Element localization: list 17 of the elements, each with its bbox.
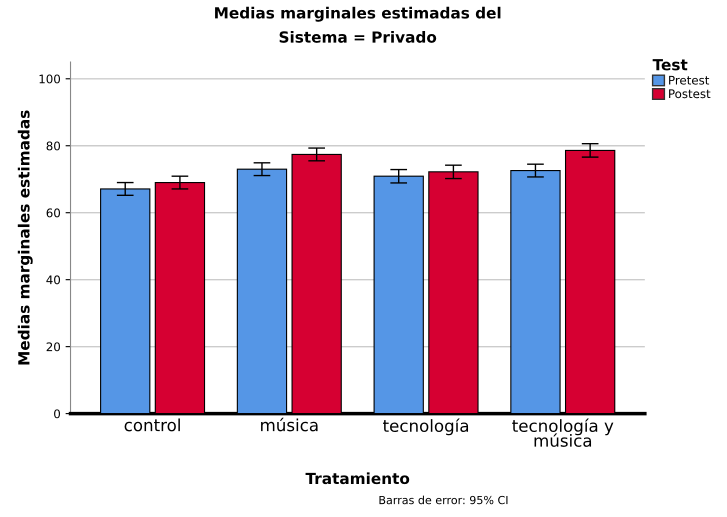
x-tick-label: música [261,418,318,432]
x-tick-label: control [124,418,180,432]
y-tick-label: 20 [46,342,60,352]
y-tick-label: 100 [40,74,60,84]
y-axis-title: Medias marginales estimadas [18,110,33,364]
x-tick-label: tecnología y música [512,418,614,447]
x-axis-title: Tratamiento [306,472,410,484]
y-tick-label: 80 [46,141,60,150]
x-tick-label: tecnología [383,418,468,436]
legend-label: Pretest [669,76,710,85]
text: Barras de error: 95% CI [379,496,508,504]
legend-title: Test [652,59,688,70]
legend-label: Postest [669,89,710,98]
y-tick-label: 40 [46,275,60,284]
y-tick-label: 60 [46,208,60,218]
y-tick-label: 0 [54,409,60,418]
chart-title: Medias marginales estimadas del Sistema = Privado [215,6,500,43]
